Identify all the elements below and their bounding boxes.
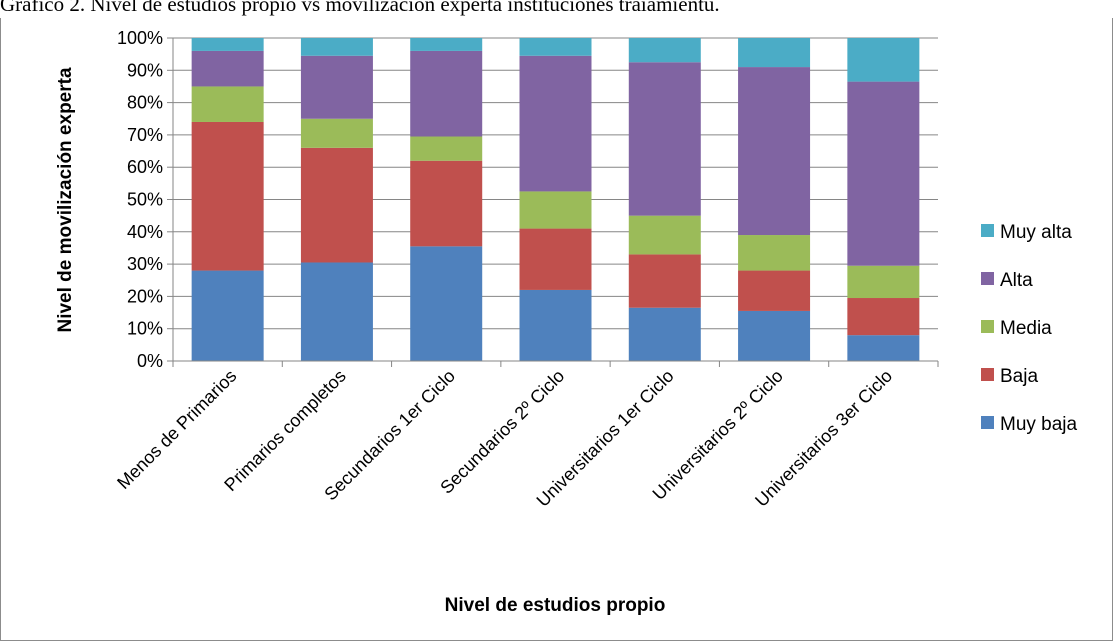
- bar-alta: [738, 67, 811, 236]
- axes: [172, 38, 939, 367]
- legend: Muy alta Alta Media Baja Muy baja: [981, 222, 1078, 435]
- x-tick-label: Primarios completos: [220, 366, 349, 495]
- legend-swatch: [981, 272, 994, 285]
- y-tick-label: 100%: [117, 28, 163, 48]
- legend-item-muy-alta: Muy alta: [981, 222, 1072, 243]
- bar-media: [738, 235, 811, 271]
- bar-media: [191, 86, 264, 122]
- bar-muy-alta: [191, 38, 264, 51]
- bar-media: [519, 191, 592, 229]
- stacked-bar-chart: 0% 10% 20% 30% 40% 50% 60% 70% 80% 90% 100% Menos …: [55, 28, 1078, 616]
- legend-label: Alta: [1000, 270, 1033, 291]
- bar-muy-baja: [519, 289, 592, 361]
- y-tick-label: 50%: [127, 190, 163, 210]
- bar-muy-alta: [300, 38, 373, 56]
- bar-baja: [300, 147, 373, 263]
- bar-muy-baja: [300, 262, 373, 361]
- bar-muy-baja: [738, 310, 811, 361]
- bar-muy-baja: [410, 246, 483, 361]
- y-tick-label: 70%: [127, 125, 163, 145]
- legend-label: Baja: [1000, 366, 1038, 387]
- legend-item-media: Media: [981, 318, 1052, 339]
- y-tick-label: 40%: [127, 222, 163, 242]
- x-axis-title: Nivel de estudios propio: [445, 595, 666, 616]
- y-tick-label: 30%: [127, 254, 163, 274]
- legend-swatch: [981, 224, 994, 237]
- y-tick-label: 80%: [127, 93, 163, 113]
- bar-muy-baja: [628, 307, 701, 361]
- chart-caption: Gráfico 2. Nivel de estudios propio vs m…: [0, 0, 720, 16]
- bar-baja: [847, 298, 920, 336]
- bar-muy-alta: [847, 38, 920, 82]
- legend-swatch: [981, 368, 994, 381]
- bar-media: [847, 265, 920, 299]
- legend-item-muy-baja: Muy baja: [981, 414, 1078, 435]
- x-tick-label: Secundarios 2º Ciclo: [436, 366, 568, 498]
- bar-baja: [738, 270, 811, 311]
- bar-muy-baja: [847, 335, 920, 361]
- bar-media: [628, 215, 701, 255]
- bar-baja: [628, 254, 701, 308]
- bar-alta: [519, 55, 592, 192]
- bar-baja: [519, 228, 592, 290]
- legend-item-alta: Alta: [981, 270, 1033, 291]
- bars: [191, 38, 920, 361]
- legend-label: Muy baja: [1000, 414, 1078, 435]
- bar-alta: [628, 62, 701, 216]
- bar-muy-alta: [738, 38, 811, 68]
- bar-baja: [410, 160, 483, 247]
- bar-alta: [300, 55, 373, 119]
- chart-frame: 0% 10% 20% 30% 40% 50% 60% 70% 80% 90% 100% Menos …: [0, 18, 1113, 641]
- bar-muy-alta: [519, 38, 592, 56]
- x-tick-label: Menos de Primarios: [113, 366, 240, 493]
- legend-swatch: [981, 320, 994, 333]
- bar-muy-alta: [628, 38, 701, 63]
- y-tick-labels: 0% 10% 20% 30% 40% 50% 60% 70% 80% 90% 100%: [117, 28, 163, 371]
- y-tick-label: 0%: [137, 351, 163, 371]
- bar-media: [410, 136, 483, 161]
- bar-baja: [191, 121, 264, 271]
- legend-item-baja: Baja: [981, 366, 1038, 387]
- bar-alta: [410, 50, 483, 137]
- bar-alta: [191, 50, 264, 87]
- y-tick-label: 90%: [127, 60, 163, 80]
- bar-alta: [847, 81, 920, 266]
- bar-media: [300, 118, 373, 148]
- y-tick-label: 60%: [127, 157, 163, 177]
- y-axis-title: Nivel de movilización experta: [55, 67, 76, 332]
- legend-label: Media: [1000, 318, 1052, 339]
- legend-label: Muy alta: [1000, 222, 1072, 243]
- y-tick-label: 20%: [127, 286, 163, 306]
- bar-muy-baja: [191, 270, 264, 361]
- bar-muy-alta: [410, 38, 483, 51]
- legend-swatch: [981, 416, 994, 429]
- y-tick-label: 10%: [127, 319, 163, 339]
